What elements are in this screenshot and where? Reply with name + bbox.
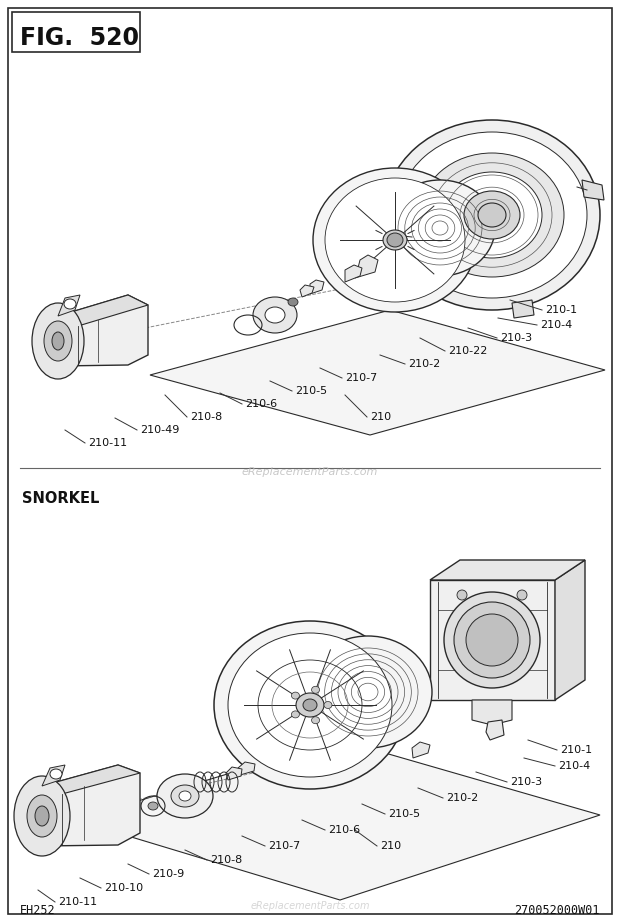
Polygon shape: [42, 765, 140, 846]
Ellipse shape: [384, 120, 600, 310]
Ellipse shape: [383, 230, 407, 250]
Polygon shape: [310, 280, 324, 294]
Ellipse shape: [291, 692, 299, 699]
Text: 210-2: 210-2: [446, 793, 478, 803]
Ellipse shape: [454, 602, 530, 678]
Text: 210-49: 210-49: [140, 425, 179, 435]
Ellipse shape: [253, 297, 297, 333]
Ellipse shape: [397, 132, 587, 298]
Polygon shape: [42, 765, 140, 794]
Ellipse shape: [179, 791, 191, 801]
Polygon shape: [42, 765, 65, 786]
Polygon shape: [555, 560, 585, 700]
Polygon shape: [582, 180, 604, 200]
Ellipse shape: [291, 711, 299, 718]
Text: 210-1: 210-1: [560, 745, 592, 755]
Ellipse shape: [324, 702, 332, 708]
Text: 210-10: 210-10: [104, 883, 143, 893]
Ellipse shape: [464, 191, 520, 239]
Text: EH252: EH252: [20, 904, 56, 916]
Polygon shape: [345, 265, 362, 282]
Text: 210-11: 210-11: [88, 438, 127, 448]
Text: 210-3: 210-3: [510, 777, 542, 787]
Text: 210-3: 210-3: [500, 333, 532, 343]
Polygon shape: [512, 300, 534, 318]
Text: 210-6: 210-6: [245, 399, 277, 409]
Polygon shape: [58, 295, 148, 326]
Ellipse shape: [148, 802, 158, 810]
Ellipse shape: [171, 785, 199, 807]
Ellipse shape: [420, 153, 564, 277]
Polygon shape: [430, 560, 585, 580]
Polygon shape: [472, 700, 512, 725]
Polygon shape: [355, 255, 378, 278]
Ellipse shape: [312, 686, 319, 693]
Ellipse shape: [466, 614, 518, 666]
Text: 210-5: 210-5: [388, 809, 420, 819]
Ellipse shape: [325, 178, 465, 302]
Ellipse shape: [35, 806, 49, 826]
Text: FIG.  520: FIG. 520: [20, 26, 139, 50]
Text: 210: 210: [370, 412, 391, 422]
Ellipse shape: [228, 633, 392, 777]
Bar: [12, 12, 140, 52]
Ellipse shape: [44, 321, 72, 361]
Text: 210-8: 210-8: [190, 412, 222, 422]
Ellipse shape: [303, 699, 317, 711]
Ellipse shape: [457, 590, 467, 600]
Ellipse shape: [265, 307, 285, 323]
Ellipse shape: [304, 636, 432, 748]
Ellipse shape: [517, 590, 527, 600]
Text: SNORKEL: SNORKEL: [22, 491, 99, 505]
Text: 210-7: 210-7: [268, 841, 300, 851]
Polygon shape: [412, 742, 430, 758]
Text: 210-7: 210-7: [345, 373, 377, 383]
Text: 210-4: 210-4: [558, 761, 590, 771]
Text: eReplacementParts.com: eReplacementParts.com: [242, 467, 378, 477]
Ellipse shape: [444, 592, 540, 688]
Text: 210-8: 210-8: [210, 855, 242, 865]
Ellipse shape: [288, 298, 298, 306]
Text: 210-11: 210-11: [58, 897, 97, 907]
Text: 210: 210: [380, 841, 401, 851]
Ellipse shape: [50, 769, 62, 779]
Text: 210-5: 210-5: [295, 386, 327, 396]
Polygon shape: [58, 295, 148, 366]
Polygon shape: [150, 310, 605, 435]
Ellipse shape: [478, 203, 506, 227]
Ellipse shape: [442, 172, 542, 258]
Text: 210-2: 210-2: [408, 359, 440, 369]
Polygon shape: [486, 720, 504, 740]
Polygon shape: [75, 740, 600, 900]
Text: 210-1: 210-1: [545, 305, 577, 315]
Text: 210-22: 210-22: [448, 346, 487, 356]
Polygon shape: [226, 767, 242, 780]
Ellipse shape: [27, 795, 57, 837]
Ellipse shape: [313, 168, 477, 312]
Ellipse shape: [157, 774, 213, 818]
Ellipse shape: [32, 303, 84, 379]
Ellipse shape: [52, 332, 64, 350]
Ellipse shape: [214, 621, 406, 789]
Ellipse shape: [312, 716, 319, 724]
Text: 270052000W01: 270052000W01: [515, 904, 600, 916]
Text: 210-6: 210-6: [328, 825, 360, 835]
Ellipse shape: [385, 180, 495, 276]
Polygon shape: [58, 295, 80, 316]
Text: eReplacementParts.com: eReplacementParts.com: [250, 901, 370, 911]
Text: 210-4: 210-4: [540, 320, 572, 330]
Text: 210-9: 210-9: [152, 869, 184, 879]
Polygon shape: [430, 580, 555, 700]
Ellipse shape: [64, 299, 76, 309]
Ellipse shape: [296, 693, 324, 717]
Polygon shape: [238, 762, 255, 775]
Ellipse shape: [387, 233, 403, 247]
Ellipse shape: [14, 776, 70, 856]
Polygon shape: [300, 285, 314, 297]
